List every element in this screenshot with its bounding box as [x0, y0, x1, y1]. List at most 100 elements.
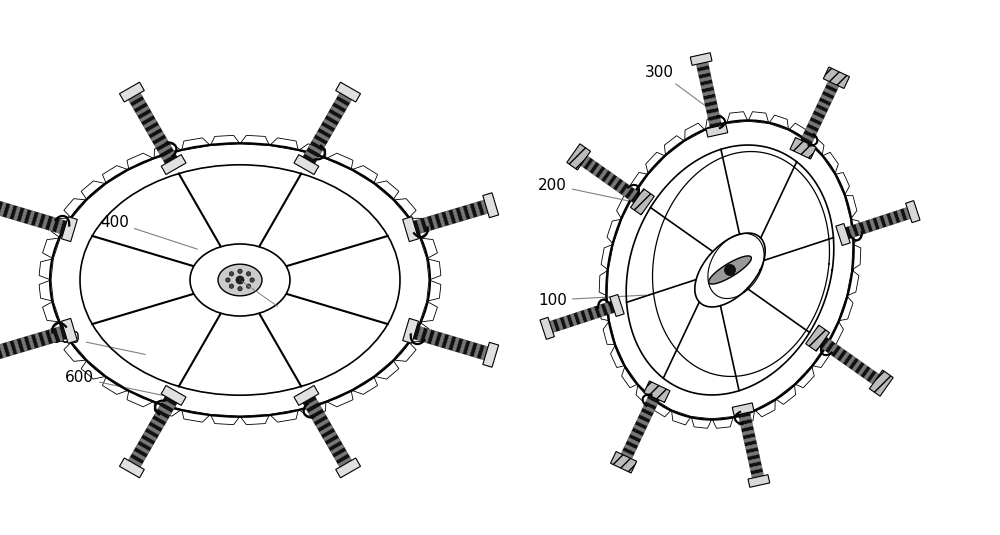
Polygon shape	[630, 431, 643, 439]
Polygon shape	[755, 399, 775, 417]
Polygon shape	[139, 438, 153, 448]
Polygon shape	[156, 409, 170, 419]
Polygon shape	[834, 347, 844, 360]
Polygon shape	[624, 444, 636, 453]
Polygon shape	[567, 144, 591, 170]
Polygon shape	[59, 325, 67, 340]
Polygon shape	[586, 160, 596, 172]
Polygon shape	[870, 372, 879, 384]
Polygon shape	[594, 305, 601, 318]
Polygon shape	[616, 181, 626, 193]
Polygon shape	[154, 137, 168, 148]
Polygon shape	[742, 430, 755, 436]
Polygon shape	[332, 447, 346, 457]
Polygon shape	[438, 212, 446, 227]
Polygon shape	[622, 447, 635, 456]
Polygon shape	[790, 137, 816, 159]
Text: 100: 100	[538, 293, 645, 308]
Polygon shape	[845, 226, 852, 239]
Polygon shape	[314, 415, 328, 425]
Polygon shape	[141, 434, 155, 445]
Polygon shape	[3, 342, 10, 357]
Polygon shape	[611, 452, 637, 473]
Polygon shape	[629, 434, 641, 442]
Polygon shape	[127, 153, 154, 170]
Polygon shape	[130, 454, 144, 464]
Polygon shape	[631, 189, 654, 215]
Polygon shape	[748, 458, 761, 464]
Polygon shape	[456, 338, 463, 353]
Polygon shape	[338, 93, 352, 103]
Polygon shape	[671, 410, 691, 425]
Polygon shape	[312, 412, 326, 422]
Polygon shape	[158, 406, 172, 416]
Polygon shape	[477, 345, 485, 359]
Polygon shape	[308, 144, 322, 154]
Polygon shape	[592, 164, 602, 176]
Polygon shape	[664, 136, 685, 156]
Polygon shape	[705, 115, 727, 130]
Polygon shape	[130, 96, 144, 106]
Circle shape	[229, 284, 234, 288]
Polygon shape	[308, 406, 322, 416]
Polygon shape	[706, 125, 728, 137]
Polygon shape	[145, 121, 159, 132]
Polygon shape	[549, 320, 556, 333]
Polygon shape	[603, 321, 616, 345]
Polygon shape	[556, 318, 563, 331]
Polygon shape	[704, 97, 716, 103]
Polygon shape	[13, 206, 21, 221]
Polygon shape	[49, 217, 56, 231]
Polygon shape	[305, 150, 319, 160]
Polygon shape	[417, 219, 424, 233]
Polygon shape	[745, 444, 758, 450]
Polygon shape	[631, 191, 641, 203]
Polygon shape	[709, 118, 721, 125]
Polygon shape	[644, 381, 670, 402]
Polygon shape	[27, 210, 35, 225]
Polygon shape	[843, 354, 853, 365]
Polygon shape	[312, 137, 326, 148]
Polygon shape	[690, 53, 712, 65]
Polygon shape	[323, 431, 337, 441]
Polygon shape	[577, 311, 584, 324]
Polygon shape	[747, 454, 760, 461]
Circle shape	[238, 287, 242, 291]
Polygon shape	[589, 162, 599, 174]
Polygon shape	[24, 336, 31, 350]
Polygon shape	[420, 301, 437, 322]
Polygon shape	[705, 101, 717, 107]
Polygon shape	[56, 326, 63, 341]
Polygon shape	[413, 220, 421, 234]
Polygon shape	[553, 319, 560, 332]
Polygon shape	[56, 219, 63, 233]
Circle shape	[238, 269, 242, 273]
Polygon shape	[696, 62, 709, 68]
Text: 200: 200	[538, 178, 645, 204]
Polygon shape	[321, 121, 335, 132]
Polygon shape	[749, 462, 762, 468]
Polygon shape	[738, 412, 751, 418]
Polygon shape	[849, 225, 856, 238]
Polygon shape	[134, 447, 148, 457]
Polygon shape	[17, 207, 24, 222]
Polygon shape	[573, 312, 581, 325]
Polygon shape	[581, 156, 590, 167]
Polygon shape	[805, 127, 817, 135]
Polygon shape	[813, 110, 825, 119]
Polygon shape	[740, 419, 752, 425]
Polygon shape	[653, 399, 671, 417]
Polygon shape	[641, 408, 653, 416]
Polygon shape	[294, 155, 319, 174]
Polygon shape	[210, 415, 240, 425]
Polygon shape	[751, 472, 764, 478]
Polygon shape	[427, 259, 441, 280]
Polygon shape	[595, 166, 605, 178]
Polygon shape	[463, 205, 470, 220]
Polygon shape	[6, 341, 14, 356]
Polygon shape	[739, 416, 751, 422]
Polygon shape	[330, 444, 344, 454]
Polygon shape	[332, 102, 346, 112]
Polygon shape	[826, 321, 843, 345]
Polygon shape	[775, 384, 796, 404]
